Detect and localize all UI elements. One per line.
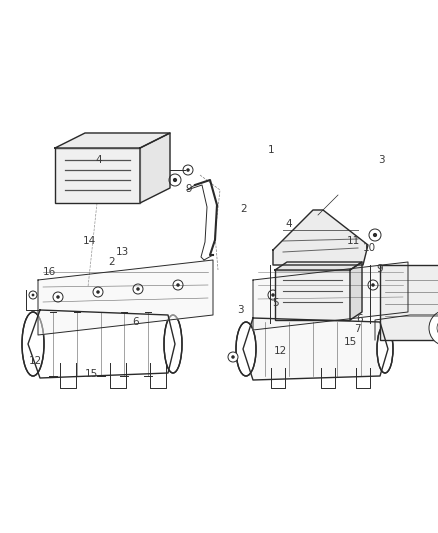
Circle shape [429, 310, 438, 346]
Circle shape [228, 352, 238, 362]
Circle shape [96, 290, 100, 294]
Bar [55, 148, 140, 203]
Circle shape [176, 283, 180, 287]
Polygon shape [55, 133, 170, 148]
Circle shape [56, 295, 60, 299]
Circle shape [169, 174, 181, 186]
Circle shape [29, 291, 37, 299]
Bar [380, 265, 438, 340]
Text: 15: 15 [85, 369, 98, 379]
Circle shape [373, 233, 377, 237]
Text: 2: 2 [240, 204, 247, 214]
Circle shape [173, 280, 183, 290]
Circle shape [231, 356, 235, 359]
Text: 6: 6 [132, 318, 139, 327]
Circle shape [328, 308, 332, 312]
Text: 16: 16 [42, 267, 56, 277]
Ellipse shape [377, 325, 393, 373]
Circle shape [136, 287, 140, 290]
Text: 9: 9 [377, 264, 384, 274]
Text: 14: 14 [83, 236, 96, 246]
Polygon shape [253, 262, 408, 330]
Bar [275, 270, 350, 320]
Text: 5: 5 [272, 298, 279, 308]
Circle shape [368, 280, 378, 290]
Text: 10: 10 [363, 243, 376, 253]
Text: 1: 1 [267, 146, 274, 155]
Text: 3: 3 [378, 155, 385, 165]
Circle shape [93, 287, 103, 297]
Text: 11: 11 [347, 236, 360, 246]
Text: 3: 3 [237, 305, 244, 315]
Circle shape [371, 283, 375, 287]
Circle shape [325, 305, 335, 315]
Text: 12: 12 [274, 346, 287, 356]
Text: 12: 12 [29, 357, 42, 366]
Circle shape [268, 290, 278, 300]
Ellipse shape [22, 312, 44, 376]
Ellipse shape [236, 322, 256, 376]
Circle shape [32, 294, 35, 296]
Polygon shape [38, 260, 213, 335]
Text: 13: 13 [116, 247, 129, 256]
Polygon shape [273, 210, 368, 265]
Polygon shape [350, 262, 362, 320]
Polygon shape [140, 133, 170, 203]
Circle shape [133, 284, 143, 294]
Polygon shape [243, 318, 388, 380]
Polygon shape [275, 262, 362, 270]
Circle shape [53, 292, 63, 302]
Text: 4: 4 [286, 219, 293, 229]
Text: 2: 2 [108, 257, 115, 267]
Circle shape [318, 285, 328, 295]
Text: 15: 15 [344, 337, 357, 347]
Text: 7: 7 [354, 325, 361, 334]
Circle shape [183, 165, 193, 175]
Circle shape [173, 178, 177, 182]
Circle shape [369, 229, 381, 241]
Circle shape [271, 293, 275, 297]
Text: 9: 9 [185, 184, 192, 194]
Text: 6: 6 [357, 314, 364, 324]
Circle shape [321, 288, 325, 292]
Circle shape [186, 168, 190, 172]
Text: 4: 4 [95, 155, 102, 165]
Ellipse shape [164, 315, 182, 373]
